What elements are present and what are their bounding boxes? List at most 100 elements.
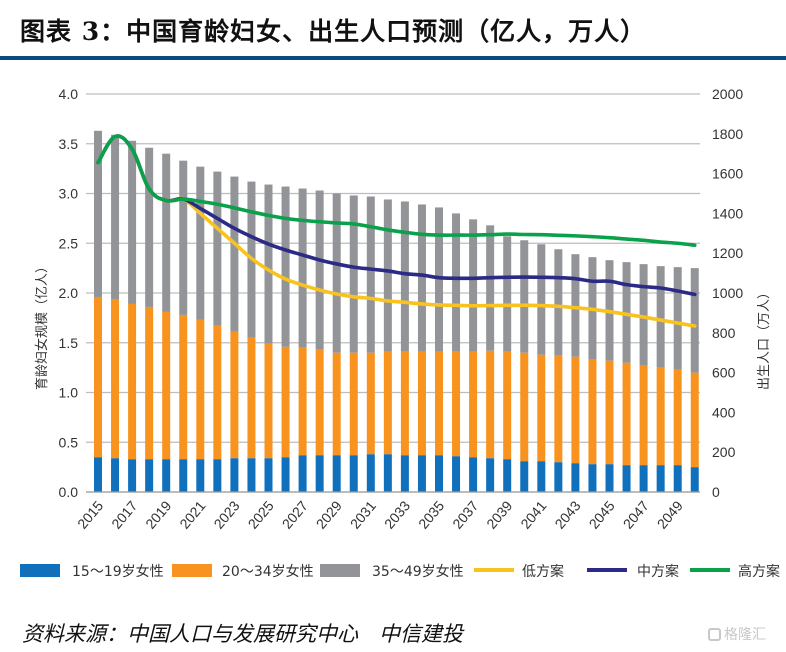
- x-tick-label: 2023: [210, 497, 242, 531]
- bar-segment-1-2039: [503, 459, 512, 492]
- y-left-tick-label: 2.5: [59, 235, 79, 251]
- bar-segment-1-2024: [247, 458, 256, 492]
- bar-segment-1-2042: [554, 462, 563, 492]
- bar-segment-1-2037: [469, 457, 478, 492]
- bar-segment-3-2021: [196, 166, 205, 320]
- bar-segment-1-2034: [417, 455, 426, 492]
- bar-segment-2-2031: [366, 352, 375, 455]
- x-tick-label: 2037: [449, 497, 481, 531]
- bar-segment-3-2047: [639, 264, 648, 366]
- bar-segment-2-2039: [503, 351, 512, 460]
- y-left-tick-label: 0.5: [59, 434, 79, 450]
- bar-segment-3-2019: [162, 153, 171, 312]
- x-tick-label: 2019: [142, 497, 174, 531]
- x-tick-label: 2027: [279, 497, 311, 531]
- bar-segment-3-2046: [622, 262, 631, 363]
- y-axis-right: 0 200 400 600 800 1000 1200 1400 1600 1800 2000: [712, 86, 743, 500]
- bar-segment-3-2039: [503, 236, 512, 352]
- line-low-scenario: [96, 134, 697, 328]
- x-tick-label: 2021: [176, 497, 208, 531]
- bar-segment-1-2049: [673, 465, 682, 492]
- x-tick-label: 2017: [108, 497, 140, 531]
- legend-label: 20～34岁女性: [222, 563, 314, 580]
- bar-segment-2-2048: [656, 367, 665, 466]
- legend-swatch: [20, 564, 60, 577]
- bar-segment-3-2037: [469, 219, 478, 352]
- bar-segment-1-2040: [520, 461, 529, 492]
- bar-segment-2-2050: [690, 372, 699, 468]
- x-tick-label: 2015: [74, 497, 106, 531]
- bar-segment-3-2027: [298, 188, 307, 348]
- bar-segment-2-2023: [230, 331, 239, 459]
- bar-segment-3-2033: [400, 201, 409, 352]
- y-right-tick-label: 1200: [712, 245, 743, 261]
- y-left-tick-label: 1.0: [59, 385, 79, 401]
- bar-segment-1-2045: [605, 464, 614, 492]
- bar-segment-2-2040: [520, 352, 529, 462]
- bar-segment-1-2023: [230, 458, 239, 492]
- y-right-tick-label: 1400: [712, 205, 743, 221]
- bar-segment-3-2025: [264, 184, 273, 344]
- bar-segment-2-2032: [383, 351, 392, 455]
- bar-segment-2-2043: [571, 356, 580, 464]
- y-right-tick-label: 600: [712, 365, 736, 381]
- bar-segment-1-2020: [179, 459, 188, 492]
- legend-item: 高方案: [690, 563, 780, 580]
- chart-title: 图表 3：中国育龄妇女、出生人口预测（亿人，万人）: [20, 17, 647, 46]
- legend-item: 低方案: [474, 563, 564, 580]
- bar-segment-2-2041: [537, 354, 546, 462]
- x-tick-label: 2031: [347, 497, 379, 531]
- bar-segment-2-2030: [349, 352, 358, 456]
- x-tick-label: 2041: [517, 497, 549, 531]
- bar-segment-3-2026: [281, 186, 290, 347]
- bar-segment-2-2026: [281, 346, 290, 458]
- y-axis-left-title: 育龄妇女规模（亿人）: [34, 260, 50, 390]
- bar-segment-1-2038: [486, 458, 495, 492]
- bar-segment-1-2043: [571, 463, 580, 492]
- y-axis-right-title: 出生人口（万人）: [757, 286, 772, 390]
- watermark-logo-icon: [708, 628, 721, 641]
- y-right-tick-label: 200: [712, 444, 736, 460]
- bar-segment-2-2028: [315, 349, 324, 456]
- bar-segment-2-2044: [588, 359, 597, 465]
- bar-segment-3-2050: [690, 268, 699, 373]
- bar-segment-1-2016: [111, 458, 120, 492]
- bar-segment-1-2022: [213, 459, 222, 492]
- y-right-tick-label: 400: [712, 404, 736, 420]
- watermark-text: 格隆汇: [724, 627, 766, 643]
- x-tick-label: 2039: [483, 497, 515, 531]
- bar-segment-3-2048: [656, 266, 665, 368]
- legend-label: 中方案: [637, 563, 679, 580]
- bar-segment-1-2028: [315, 455, 324, 492]
- y-left-tick-label: 4.0: [59, 86, 79, 102]
- bar-segment-1-2035: [435, 455, 443, 492]
- y-right-tick-label: 800: [712, 325, 736, 341]
- bar-segment-1-2015: [94, 457, 102, 492]
- bar-segment-2-2024: [247, 337, 256, 459]
- bar-segment-3-2038: [486, 225, 495, 351]
- legend-label: 35～49岁女性: [372, 563, 464, 580]
- chart: 0.0 0.5 1.0 1.5 2.0 2.5 3.0 3.5 4.0 0 200 400 600 80…: [20, 86, 780, 580]
- watermark: 格隆汇: [708, 624, 766, 644]
- bar-segment-3-2040: [520, 240, 529, 353]
- bar-segment-1-2018: [145, 459, 154, 492]
- bar-segment-3-2022: [213, 171, 222, 326]
- bar-segment-1-2019: [162, 459, 171, 492]
- bar-segment-1-2031: [366, 454, 375, 492]
- bar-segment-3-2020: [179, 160, 188, 315]
- y-axis-left: 0.0 0.5 1.0 1.5 2.0 2.5 3.0 3.5 4.0: [59, 86, 79, 500]
- bar-segment-1-2036: [452, 456, 461, 492]
- bar-segment-2-2015: [94, 296, 102, 458]
- y-right-tick-label: 1000: [712, 285, 743, 301]
- bar-segment-2-2021: [196, 319, 205, 460]
- bar-segment-3-2034: [417, 204, 426, 352]
- bar-segment-2-2022: [213, 325, 222, 460]
- bar-segment-3-2032: [383, 199, 392, 352]
- bar-segment-1-2046: [622, 465, 631, 492]
- bar-segment-2-2042: [554, 355, 563, 463]
- bar-segment-2-2036: [452, 351, 461, 457]
- y-left-tick-label: 3.0: [59, 186, 79, 202]
- bar-segment-1-2026: [281, 457, 290, 492]
- bar-segment-2-2020: [179, 314, 188, 460]
- bar-segment-2-2045: [605, 360, 614, 465]
